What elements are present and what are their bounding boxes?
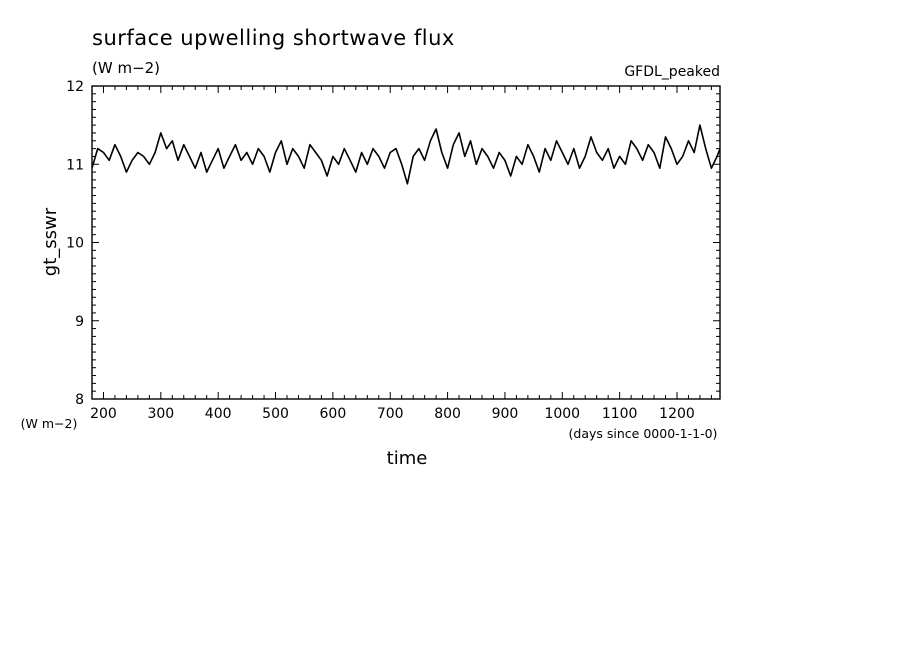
x-units-label: (days since 0000-1-1-0) — [569, 426, 718, 441]
y-tick-labels: 8 9 10 11 12 — [66, 79, 84, 408]
x-tick-label: 500 — [262, 406, 289, 422]
x-tick-label: 900 — [492, 406, 519, 422]
y-tick-label: 10 — [66, 236, 84, 252]
y-units-label: (W m−2) — [21, 416, 78, 431]
x-tick-label: 1000 — [544, 406, 580, 422]
x-tick-label: 600 — [320, 406, 347, 422]
chart-units: (W m−2) — [92, 59, 160, 77]
plot-frame — [91, 85, 721, 400]
x-axis-label: time — [387, 448, 428, 469]
series-group — [91, 124, 721, 185]
chart-title: surface upwelling shortwave flux — [92, 26, 455, 50]
x-tick-label: 200 — [90, 406, 117, 422]
x-tick-label: 1200 — [659, 406, 695, 422]
x-tick-label: 1100 — [602, 406, 638, 422]
x-tick-label: 700 — [377, 406, 404, 422]
dataset-label: GFDL_peaked — [624, 64, 720, 80]
x-tick-label: 300 — [147, 406, 174, 422]
x-tick-label: 800 — [434, 406, 461, 422]
axis-ticks — [91, 85, 720, 400]
y-tick-label: 8 — [75, 392, 84, 408]
y-tick-label: 11 — [66, 157, 84, 173]
x-tick-labels: 200 300 400 500 600 700 800 900 1000 1100 1200 — [90, 406, 695, 422]
series-line — [91, 124, 721, 185]
y-tick-label: 9 — [75, 314, 84, 330]
y-tick-label: 12 — [66, 79, 84, 95]
y-axis-label: gt_sswr — [40, 207, 61, 276]
x-tick-label: 400 — [205, 406, 232, 422]
